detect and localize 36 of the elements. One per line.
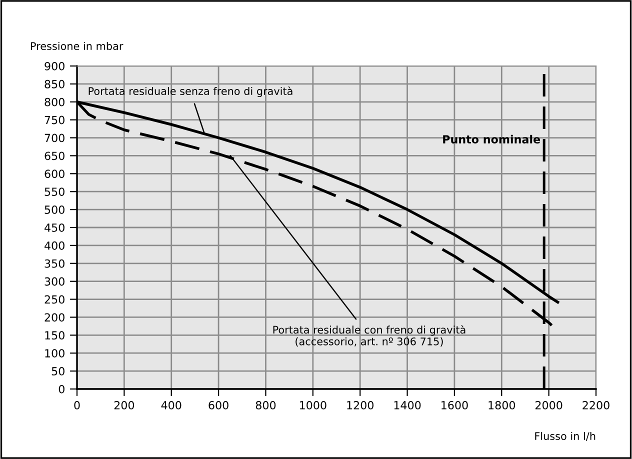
y-tick-label: 150	[45, 331, 64, 340]
x-tick-label: 600	[208, 401, 228, 410]
y-tick-label: 250	[44, 295, 64, 304]
x-tick-label: 1600	[442, 401, 468, 410]
y-tick-label: 400	[44, 241, 64, 250]
y-tick-label: 850	[44, 80, 64, 88]
x-tick-label: 400	[161, 401, 182, 410]
y-tick-label: 350	[44, 259, 64, 268]
y-tick-label: 700	[44, 134, 64, 142]
x-tick-label: 200	[114, 401, 134, 410]
annotation: Portata residuale con freno di gravità (accessorio, art. nº 306 715)	[273, 325, 466, 347]
y-tick-label: 650	[44, 152, 64, 160]
x-tick-label: 800	[256, 401, 276, 410]
ref-line-label: Punto nominale	[443, 134, 540, 144]
y-tick-label: 300	[44, 277, 64, 286]
x-tick-label: 2200	[582, 401, 610, 410]
y-tick-label: 600	[44, 170, 64, 178]
y-tick-label: 550	[44, 188, 64, 196]
annotation: Portata residuale senza freno di gravità	[88, 86, 292, 98]
y-tick-label: 50	[52, 367, 64, 376]
y-tick-label: 800	[44, 98, 64, 106]
y-tick-label: 200	[44, 313, 64, 322]
x-tick-label: 2000	[535, 401, 562, 410]
y-tick-label: 100	[45, 349, 64, 358]
y-tick-label: 750	[44, 116, 64, 124]
x-tick-label: 1200	[347, 401, 374, 410]
x-tick-label: 0	[74, 401, 80, 410]
x-tick-label: 1400	[394, 401, 421, 410]
x-axis-title: Flusso in l/h	[535, 432, 596, 441]
y-tick-label: 0	[58, 384, 64, 394]
y-tick-label: 900	[44, 62, 64, 70]
x-tick-label: 1000	[300, 401, 326, 410]
y-axis-title: Pressione in mbar	[31, 42, 124, 50]
y-tick-label: 450	[44, 223, 64, 232]
x-tick-label: 1800	[488, 401, 516, 410]
y-tick-label: 500	[44, 206, 64, 214]
